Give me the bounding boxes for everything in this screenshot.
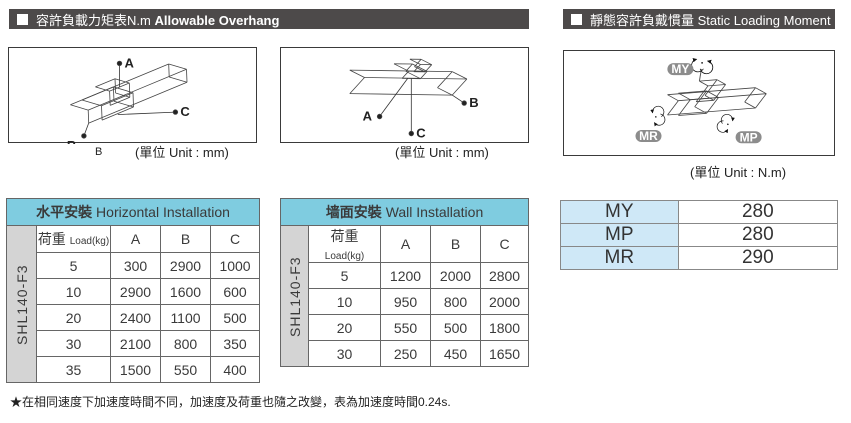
svg-text:B: B — [67, 138, 76, 144]
svg-text:C: C — [180, 104, 190, 119]
svg-text:B: B — [469, 95, 478, 110]
svg-text:MY: MY — [671, 62, 689, 76]
svg-text:MR: MR — [639, 129, 658, 143]
svg-text:A: A — [125, 55, 135, 70]
svg-text:A: A — [363, 109, 373, 124]
svg-text:C: C — [416, 126, 426, 141]
svg-text:MP: MP — [740, 130, 758, 144]
